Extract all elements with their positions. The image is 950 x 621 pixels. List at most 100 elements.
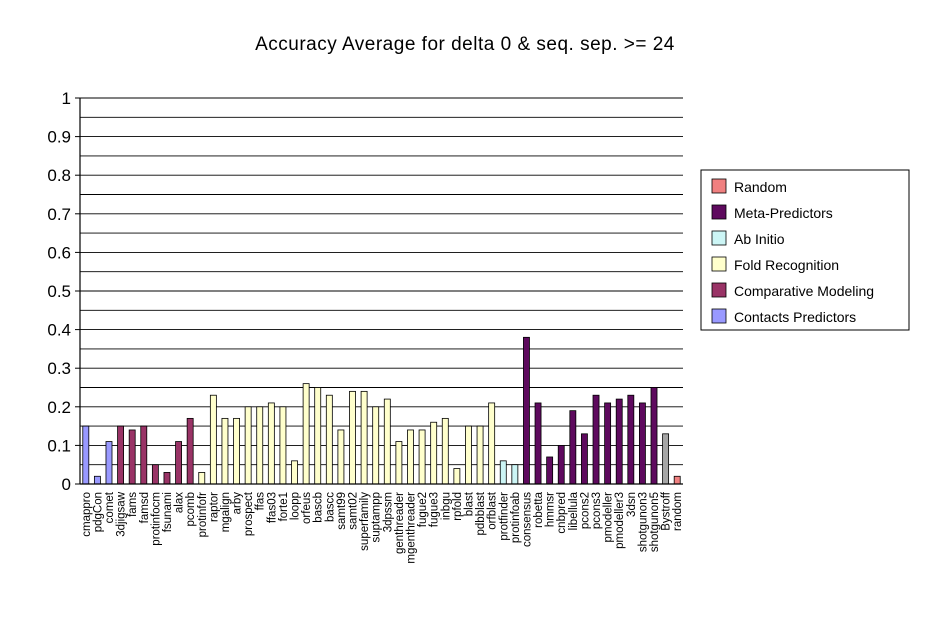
y-tick-label: 0.1 [47,436,71,455]
x-tick-label: protinfocm [150,492,162,546]
x-tick-label: forte1 [278,492,290,521]
bar-fsunami [163,472,171,485]
y-tick-label: 0.2 [47,398,71,417]
legend-swatch [711,256,727,272]
bars [82,336,681,485]
y-tick-label: 0.5 [47,282,71,301]
legend-label: Contacts Predictors [734,309,856,325]
x-tick-label: pcomb [185,492,197,527]
x-tick-label: inbgu [440,492,452,520]
legend-swatch [711,230,727,246]
x-tick-label: protinfoab [510,492,522,543]
x-tick-label: blast [463,491,475,516]
chart-title: Accuracy Average for delta 0 & seq. sep.… [255,34,675,55]
bar-fugue3 [430,421,438,485]
axes [79,98,683,485]
bar-pdgCon [93,475,101,485]
bar-protinfocm [151,464,159,485]
y-tick-label: 0.3 [47,359,71,378]
x-tick-label: prospect [243,491,255,536]
bar-famsd [140,425,148,485]
x-tick-label: fugue2 [417,492,429,527]
y-tick-label: 0.6 [47,243,71,262]
bar-loopp [291,460,298,485]
y-tick-label: 0.4 [47,321,71,340]
x-tick-label: samt99 [336,492,348,530]
bar-suptampp [372,406,380,485]
bar-prospect [244,406,252,485]
legend-swatch [711,204,727,220]
bar-pcons3 [592,394,600,485]
x-tick-label: fsunami [162,492,174,532]
x-tick-label: fams [127,492,139,517]
y-axis-ticks: 0 0.1 0.2 0.3 0.4 0.5 0.6 0.7 0.8 0.9 1 [47,89,80,494]
bar-hmmsr [546,456,554,485]
bar-3djigsaw [117,425,125,485]
bar-inbgu [441,417,449,485]
legend-label: Random [734,179,787,195]
x-tick-label: arby [232,492,244,515]
x-tick-label: consensus [521,492,533,547]
bar-genthreader [395,441,403,485]
x-tick-label: mgalign [220,492,232,532]
x-tick-label: 3djigsaw [116,491,128,536]
bar-forte1 [279,406,287,485]
x-tick-label: superfamily [359,492,371,551]
grid-lines [80,97,683,466]
bar-Bystroff [662,433,670,485]
bar-robetta [534,402,542,485]
x-tick-label: Bystroff [661,491,673,531]
bar-ffas03 [267,402,275,485]
bar-orfeus [302,383,310,485]
x-tick-label: bascc [324,492,336,522]
bar-pmodeller3 [615,398,623,485]
legend-label: Meta-Predictors [734,205,833,221]
bar-ffas [256,406,264,485]
y-tick-label: 0.8 [47,166,71,185]
x-tick-label: ffas03 [266,492,278,523]
x-axis-ticks: cmappro pdgCon comet 3djigsaw fams famsd proti… [81,491,684,563]
legend-swatch [711,178,727,194]
x-tick-label: robetta [533,491,545,527]
bar-fams [128,429,136,485]
bar-protfinder [499,460,507,485]
y-tick-label: 0.7 [47,205,71,224]
bar-raptor [209,394,217,485]
x-tick-label: shotgunon3 [637,492,649,552]
x-tick-label: mgenthreader [405,492,417,564]
legend-swatch [711,308,727,324]
x-tick-label: orfeus [301,492,313,524]
bar-bascb [314,387,322,485]
bar-superfamily [360,390,368,485]
bar-orfblast [488,402,496,485]
x-tick-label: orfblast [487,491,499,530]
x-tick-label: suptampp [371,492,383,543]
bar-pdbblast [476,425,484,485]
x-tick-label: 3dpssm [382,492,394,532]
legend: Random Meta-Predictors Ab Initio Fold Recog… [700,169,910,331]
x-tick-label: libellula [568,491,580,530]
x-tick-label: random [672,492,684,531]
x-tick-label: cmappro [81,492,93,537]
x-tick-label: pdbblast [475,491,487,535]
bar-fugue2 [418,429,426,485]
x-tick-label: pdgCon [92,492,104,532]
x-tick-label: famsd [139,492,151,523]
legend-swatch [711,282,727,298]
bar-mgenthreader [407,429,414,485]
x-tick-label: protinfofr [197,492,209,538]
bar-3dsn [627,394,635,485]
x-tick-label: pmodeller [603,492,615,543]
y-tick-label: 0 [62,475,71,494]
bar-random [673,475,681,485]
bar-protinfoab [511,464,519,485]
bar-cmappro [82,425,90,485]
x-tick-label: pcons2 [579,492,591,529]
legend-label: Ab Initio [734,231,785,247]
bar-pcomb [186,417,194,485]
y-tick-label: 1 [62,89,71,108]
x-tick-label: raptor [208,492,220,522]
bar-samt99 [337,429,345,485]
x-tick-label: rpfold [452,492,464,521]
x-tick-label: fugue3 [429,492,441,527]
